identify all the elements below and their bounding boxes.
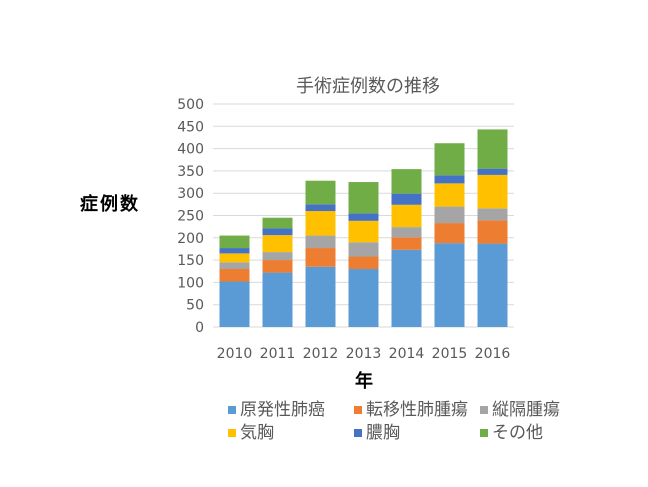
y-tick-label: 150 [177,253,204,269]
bar-2015-その他 [434,143,465,176]
y-tick-label: 350 [177,164,204,180]
x-tick-label: 2014 [389,346,425,362]
bar-2016-気胸 [477,174,508,209]
bar-2012-膿胸 [305,204,336,212]
bar-2010-原発性肺癌 [219,281,250,327]
bar-2015-膿胸 [434,175,465,184]
bar-2011-原発性肺癌 [262,272,293,327]
legend-label: 膿胸 [366,423,400,443]
bar-2010-その他 [219,235,250,249]
legend-label: 気胸 [240,423,274,443]
bar-2010-気胸 [219,253,250,263]
bar-2010-膿胸 [219,248,250,254]
y-tick-label: 200 [177,231,204,247]
bar-2015-気胸 [434,183,465,207]
bar-2014-気胸 [391,204,422,228]
x-tick-label: 2010 [217,346,253,362]
bar-2013-縦隔腫瘍 [348,242,379,257]
x-axis-ticks: 2010 2011 2012 2013 2014 2015 2016 [217,346,511,362]
x-axis-title: 年 [355,370,373,392]
bar-2011-その他 [262,217,293,229]
bar-2011-気胸 [262,235,293,253]
x-tick-label: 2013 [346,346,382,362]
bar-2016-その他 [477,129,508,169]
legend-swatch-膿胸 [354,429,362,437]
y-tick-label: 50 [186,298,204,314]
legend-swatch-転移性肺腫瘍 [354,406,362,414]
bar-2014-膿胸 [391,193,422,205]
bar-2013-原発性肺癌 [348,269,379,327]
y-tick-label: 250 [177,209,204,225]
bar-2011-縦隔腫瘍 [262,252,293,261]
bar-2013-膿胸 [348,213,379,221]
x-tick-label: 2011 [260,346,296,362]
legend-label: 原発性肺癌 [240,400,325,420]
y-tick-label: 100 [177,275,204,291]
bar-2011-転移性肺腫瘍 [262,260,293,273]
bar-2012-原発性肺癌 [305,266,336,327]
bar-2016-縦隔腫瘍 [477,208,508,221]
bar-2013-気胸 [348,220,379,243]
legend-label: 縦隔腫瘍 [492,400,560,420]
bar-2012-その他 [305,180,336,205]
y-axis-title: 症例数 [80,193,140,215]
y-tick-label: 0 [195,320,204,336]
bar-2016-膿胸 [477,168,508,175]
bar-2015-原発性肺癌 [434,243,465,327]
legend-swatch-気胸 [228,429,236,437]
bar-2014-縦隔腫瘍 [391,227,422,238]
legend-swatch-縦隔腫瘍 [480,406,488,414]
legend-swatch-その他 [480,429,488,437]
bars [219,129,508,327]
legend-swatch-原発性肺癌 [228,406,236,414]
bar-2011-膿胸 [262,228,293,236]
bar-2010-縦隔腫瘍 [219,262,250,270]
bar-2012-縦隔腫瘍 [305,235,336,249]
bar-2015-転移性肺腫瘍 [434,223,465,244]
y-tick-label: 300 [177,186,204,202]
x-tick-label: 2016 [475,346,511,362]
bar-2014-原発性肺癌 [391,249,422,327]
bar-2010-転移性肺腫瘍 [219,269,250,282]
chart-title: 手術症例数の推移 [296,76,440,97]
bar-2012-転移性肺腫瘍 [305,248,336,267]
legend-label: その他 [492,423,543,443]
y-tick-label: 400 [177,142,204,158]
y-tick-label: 500 [177,97,204,113]
bar-2012-気胸 [305,211,336,236]
x-tick-label: 2015 [432,346,468,362]
bar-2015-縦隔腫瘍 [434,206,465,224]
y-axis-ticks: 0 50 100 150 200 250 300 350 400 450 500 [177,97,204,336]
bar-2013-転移性肺腫瘍 [348,256,379,270]
bar-2016-原発性肺癌 [477,243,508,327]
x-tick-label: 2012 [303,346,339,362]
legend-label: 転移性肺腫瘍 [366,400,468,420]
bar-2014-その他 [391,169,422,194]
bar-2014-転移性肺腫瘍 [391,237,422,250]
y-tick-label: 450 [177,119,204,135]
bar-2013-その他 [348,182,379,214]
bar-2016-転移性肺腫瘍 [477,220,508,244]
